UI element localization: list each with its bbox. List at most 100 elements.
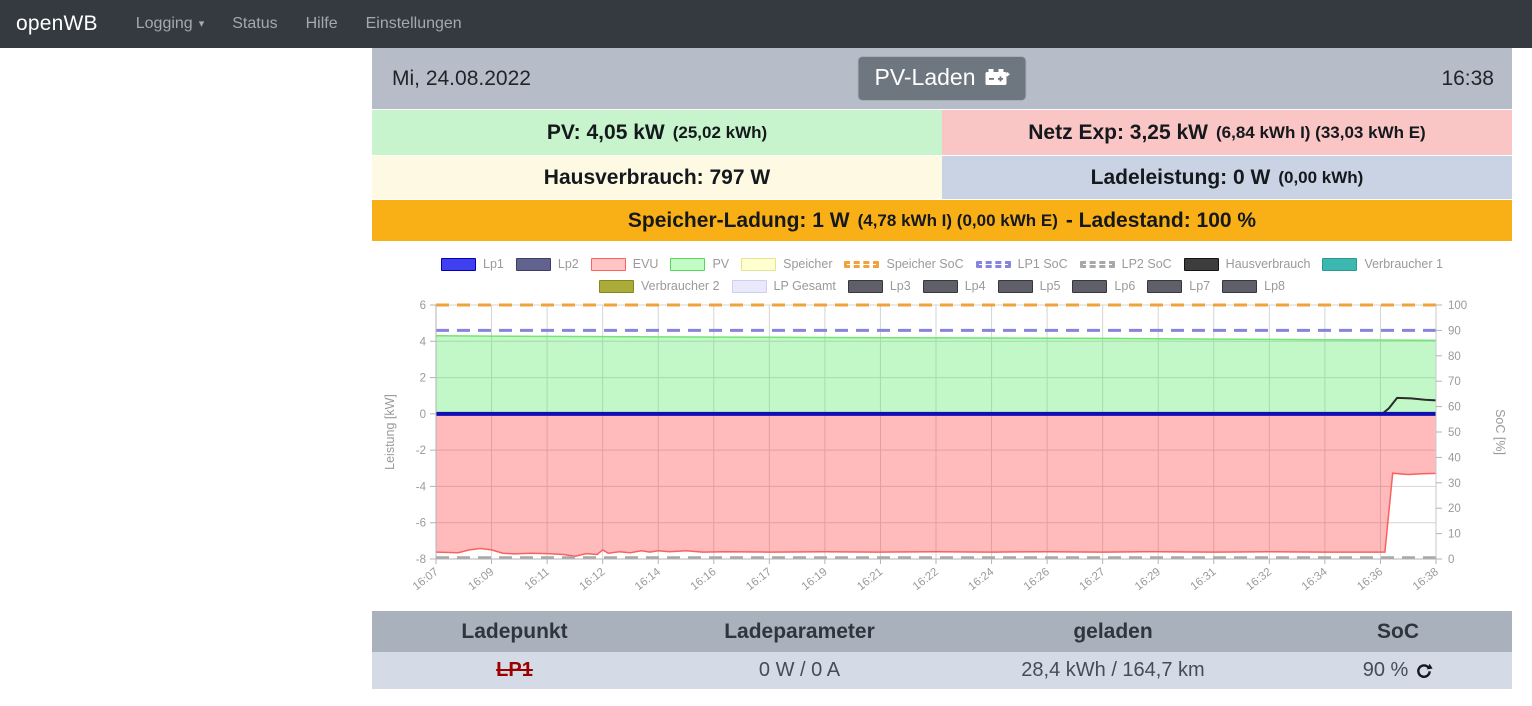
svg-text:30: 30 (1448, 478, 1461, 490)
svg-text:Leistung [kW]: Leistung [kW] (383, 394, 397, 470)
current-date: Mi, 24.08.2022 (392, 66, 531, 90)
legend-item-lp8[interactable]: Lp8 (1222, 279, 1285, 293)
svg-text:SoC [%]: SoC [%] (1493, 409, 1507, 455)
svg-text:90: 90 (1448, 325, 1461, 337)
svg-text:-2: -2 (416, 445, 426, 457)
legend-swatch (1147, 279, 1183, 293)
current-time: 16:38 (1441, 66, 1494, 90)
legend-item-lp6[interactable]: Lp6 (1072, 279, 1135, 293)
charge-mode-label: PV-Laden (874, 64, 976, 90)
battery-storage-cell: Speicher-Ladung: 1 W (4,78 kWh I) (0,00 … (372, 199, 1512, 241)
legend-swatch (1079, 260, 1115, 268)
svg-text:16:19: 16:19 (800, 566, 830, 593)
legend-item-lp2[interactable]: Lp2 (515, 257, 579, 271)
legend-swatch (922, 279, 958, 293)
nav-item-logging[interactable]: Logging ▾ (135, 15, 205, 32)
chart-legend-row-1: Lp1 Lp2 EVU PV Speicher Speicher SoC LP1 SoC LP… (372, 253, 1512, 275)
svg-text:16:31: 16:31 (1189, 566, 1219, 593)
soc-refresh-icon[interactable] (1415, 662, 1433, 680)
legend-label: LP Gesamt (773, 279, 836, 293)
pv-power-cell: PV: 4,05 kW (25,02 kWh) (372, 109, 942, 155)
legend-swatch (731, 279, 767, 293)
legend-item-pv[interactable]: PV (670, 257, 729, 271)
svg-text:40: 40 (1448, 452, 1461, 464)
legend-label: Lp6 (1114, 279, 1136, 293)
legend-item-lp1[interactable]: Lp1 (441, 257, 504, 271)
legend-label: LP1 SoC (1017, 257, 1068, 271)
legend-item-verbraucher-2[interactable]: Verbraucher 2 (599, 279, 720, 293)
svg-text:16:34: 16:34 (1300, 566, 1331, 594)
legend-label: Lp2 (557, 257, 579, 271)
svg-text:16:22: 16:22 (911, 566, 941, 593)
svg-text:16:09: 16:09 (466, 566, 496, 593)
charge-mode-button[interactable]: PV-Laden (858, 57, 1026, 100)
svg-text:100: 100 (1448, 300, 1467, 312)
svg-text:16:24: 16:24 (966, 566, 997, 594)
svg-text:20: 20 (1448, 503, 1461, 515)
chevron-down-icon: ▾ (198, 18, 205, 30)
svg-text:6: 6 (420, 300, 426, 312)
svg-text:-8: -8 (416, 554, 426, 566)
legend-item-speicher[interactable]: Speicher (741, 257, 832, 271)
svg-text:-4: -4 (416, 481, 427, 493)
legend-label: Lp7 (1189, 279, 1211, 293)
charge-parameters: 0 W / 0 A (758, 659, 841, 681)
legend-swatch (844, 260, 880, 268)
legend-swatch (441, 257, 477, 271)
svg-text:16:11: 16:11 (523, 566, 552, 593)
nav-item-status[interactable]: Status (232, 15, 278, 32)
legend-label: Lp8 (1264, 279, 1285, 293)
col-ladepunkt: Ladepunkt (461, 619, 568, 643)
legend-swatch (1222, 279, 1258, 293)
legend-swatch (599, 279, 634, 293)
legend-swatch (670, 257, 706, 271)
legend-item-lp1-soc[interactable]: LP1 SoC (975, 257, 1068, 271)
svg-text:70: 70 (1448, 376, 1461, 388)
legend-item-hausverbrauch[interactable]: Hausverbrauch (1183, 257, 1311, 271)
legend-item-lp3[interactable]: Lp3 (847, 279, 911, 293)
svg-text:16:32: 16:32 (1244, 566, 1274, 593)
legend-item-lp-gesamt[interactable]: LP Gesamt (731, 279, 836, 293)
charged-energy: 28,4 kWh / 164,7 km (1021, 659, 1205, 681)
svg-text:16:38: 16:38 (1411, 566, 1441, 593)
legend-item-verbraucher-1[interactable]: Verbraucher 1 (1322, 257, 1443, 271)
top-navbar: openWB Logging ▾ Status Hilfe Einstellung… (0, 0, 1532, 48)
legend-label: EVU (632, 257, 659, 271)
power-chart-card: Lp1 Lp2 EVU PV Speicher Speicher SoC LP1 SoC LP… (372, 241, 1512, 608)
nav-item-hilfe[interactable]: Hilfe (305, 15, 338, 32)
legend-swatch (1183, 257, 1219, 271)
legend-item-lp5[interactable]: Lp5 (997, 279, 1060, 293)
openwb-logo[interactable]: openWB (16, 12, 98, 35)
legend-swatch (515, 257, 551, 271)
nav-item-einstellungen[interactable]: Einstellungen (365, 15, 462, 32)
svg-text:16:21: 16:21 (855, 566, 885, 593)
legend-label: Lp3 (889, 279, 911, 293)
legend-item-evu[interactable]: EVU (590, 257, 659, 271)
legend-item-lp2-soc[interactable]: LP2 SoC (1079, 257, 1172, 271)
legend-label: Lp4 (964, 279, 986, 293)
legend-swatch (1072, 279, 1108, 293)
legend-label: PV (712, 257, 730, 271)
legend-label: Verbraucher 1 (1364, 257, 1443, 271)
col-geladen: geladen (1073, 619, 1153, 643)
svg-text:4: 4 (420, 336, 427, 348)
legend-label: Hausverbrauch (1225, 257, 1311, 271)
legend-item-speicher-soc[interactable]: Speicher SoC (844, 257, 964, 271)
legend-item-lp7[interactable]: Lp7 (1147, 279, 1210, 293)
legend-swatch (847, 279, 883, 293)
legend-swatch (1322, 257, 1358, 271)
power-summary: PV: 4,05 kW (25,02 kWh) Netz Exp: 3,25 k… (372, 109, 1512, 241)
chargepoint-name[interactable]: LP1 (496, 659, 533, 681)
nav-menu: Logging ▾ Status Hilfe Einstellungen (122, 15, 476, 33)
house-consumption-cell: Hausverbrauch: 797 W (372, 155, 942, 199)
svg-text:16:17: 16:17 (744, 566, 774, 593)
col-ladeparameter: Ladeparameter (724, 619, 875, 643)
chart-legend-row-2: Verbraucher 2 LP Gesamt Lp3 Lp4 Lp5 Lp6 Lp7 Lp8 (372, 275, 1512, 297)
legend-item-lp4[interactable]: Lp4 (922, 279, 986, 293)
svg-text:16:36: 16:36 (1355, 566, 1385, 593)
legend-label: Speicher (783, 257, 833, 271)
svg-text:16:14: 16:14 (633, 566, 664, 594)
chargepoint-table-header: Ladepunkt Ladeparameter geladen SoC (372, 611, 1512, 652)
legend-swatch (741, 257, 777, 271)
